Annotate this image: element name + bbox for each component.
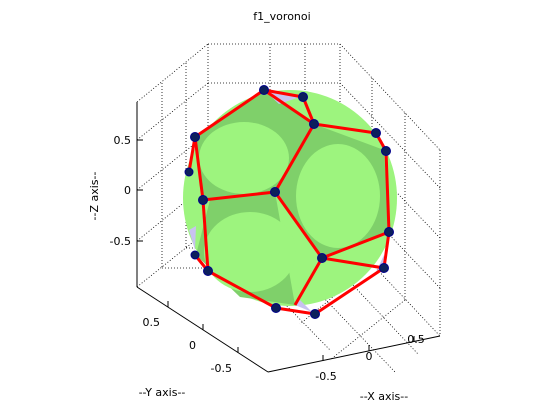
edge [314, 266, 385, 316]
vertex [310, 309, 320, 319]
edge [275, 306, 316, 316]
edge-patch [189, 226, 196, 250]
edge [384, 150, 391, 233]
edge [263, 88, 304, 99]
x-tick-label: -0.5 [315, 370, 336, 383]
axes-lines [136, 102, 441, 373]
y-tick-label: -0.5 [211, 362, 232, 375]
edge [194, 88, 265, 139]
edge [202, 190, 276, 202]
voronoi-edges [187, 88, 391, 316]
x-tick-label: 0 [366, 350, 373, 363]
cell-highlight [296, 144, 380, 248]
edge [313, 122, 377, 135]
vertex [190, 250, 200, 260]
vertex [184, 167, 194, 177]
y-tick-label: 0.5 [143, 316, 161, 329]
cell-highlight [199, 122, 289, 194]
z-tick-label: 0.5 [114, 134, 132, 147]
vertex [379, 263, 389, 273]
vertex [270, 187, 280, 197]
vertex [309, 119, 319, 129]
vertex [190, 132, 200, 142]
chart-title: f1_voronoi [253, 10, 310, 23]
x-tick-label: 0.5 [407, 333, 425, 346]
vertex [317, 253, 327, 263]
edge [382, 231, 391, 269]
edge [201, 199, 210, 272]
edge-patch [264, 90, 303, 104]
edge [321, 230, 390, 260]
vertex [384, 227, 394, 237]
edge-patch [295, 300, 312, 312]
vertex [271, 303, 281, 313]
vertex [298, 92, 308, 102]
vertex [259, 85, 269, 95]
edge [207, 269, 277, 310]
edge [273, 191, 324, 259]
z-axis-label: --Z axis-- [88, 171, 101, 220]
vertex [198, 195, 208, 205]
voronoi-vertices [184, 85, 394, 319]
cell-highlight [204, 212, 296, 292]
voronoi-sphere [183, 90, 397, 312]
edge [263, 88, 315, 126]
edge [293, 257, 324, 306]
vertex [371, 128, 381, 138]
vertex [381, 146, 391, 156]
edge [193, 136, 205, 201]
z-tick-label: 0 [124, 184, 131, 197]
z-tick-label: -0.5 [110, 235, 131, 248]
edge [321, 256, 385, 270]
y-axis-label: --Y axis-- [139, 386, 186, 399]
edge [273, 123, 316, 193]
vertex [203, 266, 213, 276]
y-tick-label: 0 [189, 339, 196, 352]
x-axis-label: --X axis-- [360, 390, 408, 403]
edge [187, 136, 197, 173]
